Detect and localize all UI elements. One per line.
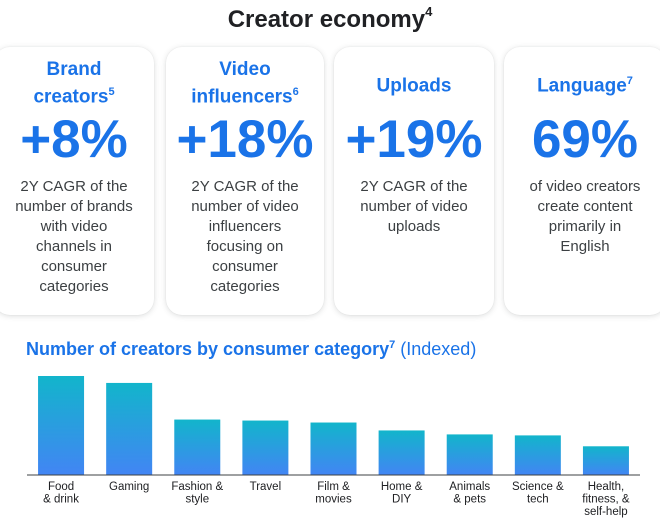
card-title-text: Language: [537, 75, 627, 97]
card-title: Video influencers6: [166, 59, 324, 109]
card-description: 2Y CAGR of the number of video uploads: [360, 178, 468, 235]
x-tick-label-9: Health, fitness, & self-help: [582, 481, 630, 518]
x-tick-label-2: Gaming: [109, 481, 149, 493]
x-tick-labels: Food & drink Gaming Fashion & style Travel Fil…: [43, 481, 630, 518]
chart-title-footnote: 7: [389, 339, 396, 351]
bar-5: [310, 422, 357, 475]
x-tick-label-7: Animals & pets: [449, 481, 490, 506]
card-video-influencers: Video influencers6 +18% 2Y CAGR of the n…: [166, 47, 324, 315]
bar-3: [174, 419, 221, 475]
card-stat: +19%: [345, 110, 483, 169]
bar-2: [106, 382, 153, 475]
card-title: Language7: [504, 59, 660, 109]
card-uploads: Uploads +19% 2Y CAGR of the number of vi…: [334, 47, 494, 315]
x-tick-label-5: Film & movies: [315, 481, 352, 506]
card-stat: +8%: [20, 110, 128, 169]
card-title-footnote: 7: [626, 75, 633, 88]
bar-4: [242, 420, 289, 475]
card-title-text: Uploads: [376, 75, 452, 97]
card-description: of video creators create content primari…: [529, 178, 641, 255]
x-tick-label-8: Science & tech: [512, 481, 564, 506]
page-title-text: Creator economy: [227, 6, 426, 33]
x-tick-label-4: Travel: [250, 481, 282, 493]
card-title-footnote: 5: [108, 86, 115, 99]
x-tick-label-3: Fashion & style: [171, 481, 223, 506]
card-stat: +18%: [176, 110, 314, 169]
x-tick-label-6: Home & DIY: [381, 481, 423, 506]
card-title-text: Video influencers: [191, 59, 293, 108]
chart-title: Number of creators by consumer category7…: [26, 339, 476, 360]
bar-8: [514, 435, 561, 475]
chart-title-text: Number of creators by consumer category: [26, 339, 390, 359]
card-description: 2Y CAGR of the number of video influence…: [191, 178, 299, 295]
bar-1: [38, 376, 85, 475]
bars-group: [38, 376, 629, 475]
card-title-text: Brand creators: [33, 59, 109, 108]
chart-title-suffix: (Indexed): [400, 339, 477, 359]
card-description: 2Y CAGR of the number of brands with vid…: [15, 178, 133, 295]
card-title: Uploads: [334, 59, 494, 109]
bar-7: [446, 434, 493, 475]
page-title: Creator economy4: [0, 4, 660, 34]
stat-cards: Brand creators5 +8% 2Y CAGR of the numbe…: [0, 47, 660, 315]
card-stat: 69%: [531, 110, 639, 169]
card-language: Language7 69% of video creators create c…: [504, 47, 660, 315]
card-brand-creators: Brand creators5 +8% 2Y CAGR of the numbe…: [0, 47, 154, 315]
bar-9: [582, 446, 629, 475]
page-title-footnote: 4: [425, 4, 433, 19]
x-tick-label-1: Food & drink: [43, 481, 79, 506]
card-title-footnote: 6: [292, 86, 299, 99]
bar-chart: Food & drink Gaming Fashion & style Travel Fil…: [27, 376, 640, 518]
bar-6: [378, 430, 425, 475]
card-title: Brand creators5: [0, 59, 154, 109]
